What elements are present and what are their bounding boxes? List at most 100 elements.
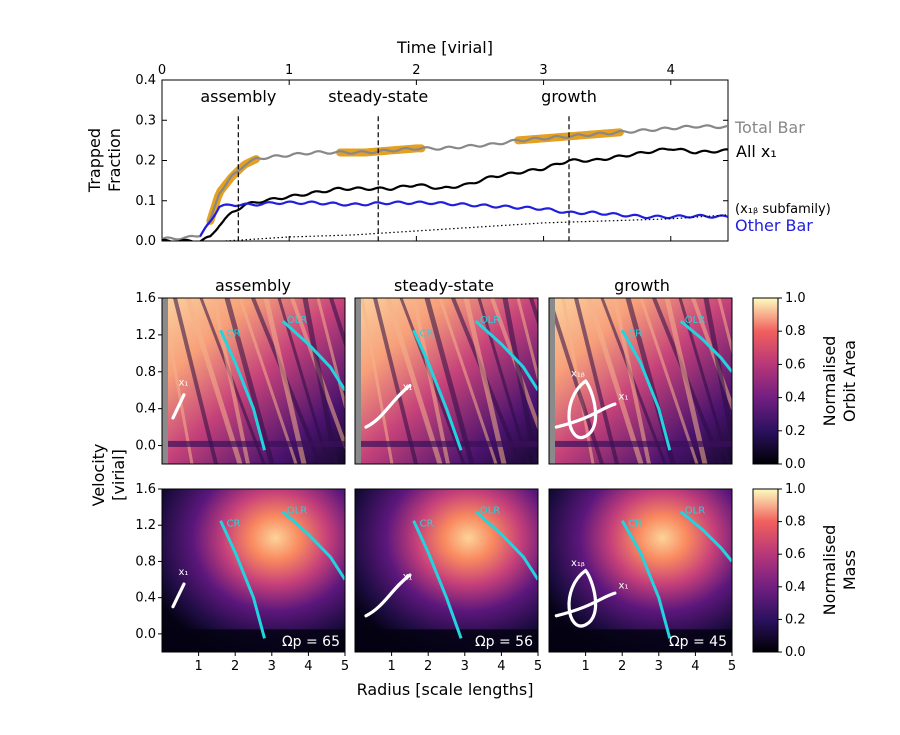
grid-y-tick-label: 0.0	[135, 627, 156, 642]
colorbar-tick-label: 0.0	[785, 645, 806, 660]
orbit-area-band	[355, 440, 538, 447]
heatmap-grid: CROLRx₁0.00.40.81.21.6CROLRx₁CROLRx₁ᵦx₁C…	[135, 291, 736, 674]
cr-label: CR	[420, 519, 434, 530]
orbit-area-streak	[373, 298, 418, 464]
grid-x-label: Radius [scale lengths]	[357, 680, 534, 699]
mass-heatmap	[162, 489, 345, 652]
grid-y-label-line2: [virial]	[109, 449, 128, 501]
top-series-lines	[162, 124, 728, 241]
pattern-speed-label: Ωp = 65	[282, 634, 340, 650]
orbit-area-streak	[586, 298, 644, 464]
mass-low-region	[162, 629, 345, 652]
olr-label: OLR	[287, 315, 307, 326]
orbit-track	[364, 384, 412, 429]
colorbar-tick-label: 0.8	[785, 324, 806, 339]
grid-x-tick-label: 5	[728, 659, 736, 674]
top-x-ticks: 0 1 2 3 4	[158, 63, 675, 241]
grid-x-tick-label: 2	[231, 659, 239, 674]
orbit-label: x₁ᵦ	[571, 368, 585, 379]
orbit-area-streak	[238, 298, 298, 464]
legend-total-bar: Total Bar	[734, 118, 805, 137]
orbit-area-streak	[302, 298, 339, 464]
orbit-area-streak	[185, 298, 243, 464]
colorbar-tick-label: 0.4	[785, 580, 806, 595]
top-x-tick-label: 0	[158, 63, 166, 78]
orbit-area-streak	[502, 298, 538, 464]
top-x-tick-label: 4	[667, 63, 675, 78]
mass-heatmap	[355, 489, 538, 652]
panel-frame	[354, 297, 539, 465]
orbit-area-streak	[463, 298, 507, 464]
colorbar-tick-label: 0.6	[785, 547, 806, 562]
pattern-speed-label: Ωp = 56	[475, 634, 533, 650]
colorbar-orbit-area-label-line2: Orbit Area	[840, 340, 859, 422]
pattern-speed-label: Ωp = 45	[669, 634, 727, 650]
colorbar-mass-ticks: 0.0 0.2 0.4 0.6 0.8 1.0	[778, 482, 806, 660]
orbit-label: x₁	[619, 391, 629, 402]
panel-body: CR OLR x₁ᵦ x₁	[549, 298, 732, 464]
panel-frame	[548, 488, 733, 653]
top-y-ticks: 0.0 0.1 0.2 0.3 0.4	[135, 73, 728, 249]
grid-y-tick-label: 1.6	[135, 482, 156, 497]
colorbar-orbit-area: 0.0 0.2 0.4 0.6 0.8 1.0 Normalised Orbit Area	[752, 291, 859, 472]
series-line	[162, 124, 728, 241]
grid-x-tick-label: 5	[534, 659, 542, 674]
olr-curve	[474, 319, 538, 392]
top-y-tick-label: 0.4	[135, 73, 156, 88]
olr-label: OLR	[480, 506, 500, 517]
grid-y-tick-label: 1.6	[135, 291, 156, 306]
col-title-assembly: assembly	[215, 276, 291, 295]
colorbar-tick-label: 0.2	[785, 612, 806, 627]
cr-label: CR	[227, 328, 241, 339]
series-line	[162, 147, 728, 241]
grid-x-tick-label: 1	[194, 659, 202, 674]
heatmap-panel: CR OLR x₁ 0.0 0.4 0.8 1.2 1.6	[135, 291, 346, 465]
colorbar-mass-label-line2: Mass	[840, 550, 859, 590]
panel-frame	[548, 297, 733, 465]
orbit-label: x₁	[178, 378, 188, 389]
orbit-area-streak	[438, 298, 498, 464]
orbit-track	[171, 393, 186, 420]
cr-label: CR	[227, 519, 241, 530]
olr-curve	[679, 510, 732, 563]
grid-y-tick-label: 0.8	[135, 365, 156, 380]
top-y-tick-label: 0.3	[135, 113, 156, 128]
orbit-track	[554, 568, 617, 628]
top-x-label: Time [virial]	[396, 38, 493, 57]
phase-markers: assembly steady-state growth	[200, 87, 597, 241]
heatmap-panel: CR OLR x₁ᵦ x₁	[548, 297, 733, 465]
colorbar-orbit-area-fill	[752, 297, 779, 465]
top-y-label-line1: Trapped	[85, 128, 104, 193]
heatmap-panel: CR OLR x₁ Ωp = 65 0.0 0.4 0.8 1.2 1.6 1 2 3 4 5	[135, 482, 349, 674]
cr-label: CR	[628, 519, 642, 530]
orbit-track	[364, 573, 412, 618]
orbit-area-streak	[224, 298, 275, 464]
olr-curve	[679, 319, 732, 373]
panel-frame	[161, 488, 346, 653]
orbit-area-streak	[574, 298, 619, 464]
grid-x-tick-label: 1	[387, 659, 395, 674]
panel-frame	[161, 297, 346, 465]
colorbar-tick-label: 1.0	[785, 482, 806, 497]
cr-curve	[412, 329, 463, 451]
olr-label: OLR	[685, 506, 705, 517]
panel-body: CR OLR x₁	[162, 298, 345, 464]
panel-body: CR OLR x₁ Ωp = 56	[355, 489, 538, 652]
mass-low-region	[355, 629, 538, 652]
colorbar-orbit-area-ticks: 0.0 0.2 0.4 0.6 0.8 1.0	[778, 291, 806, 472]
panel-body: CR OLR x₁ Ωp = 65	[162, 489, 345, 652]
panel-body: CR OLR x₁	[355, 298, 538, 464]
grid-x-tick-label: 4	[497, 659, 505, 674]
heatmap-panel: CR OLR x₁ Ωp = 56 1 2 3 4 5	[354, 488, 542, 674]
olr-curve	[281, 319, 345, 392]
phase-marker-label: steady-state	[328, 87, 428, 106]
top-trapped-fraction-panel: 0.0 0.1 0.2 0.3 0.4 0 1 2 3 4 Time [virial] Trap…	[85, 38, 831, 249]
colorbar-mass-fill	[752, 488, 779, 653]
orbit-area-streak	[263, 298, 307, 464]
colorbar-tick-label: 0.4	[785, 391, 806, 406]
orbit-area-streak	[173, 298, 218, 464]
olr-curve	[281, 510, 345, 581]
orbit-area-streak	[385, 298, 443, 464]
orbit-area-edge-strip	[355, 298, 361, 464]
colorbar-tick-label: 0.2	[785, 424, 806, 439]
